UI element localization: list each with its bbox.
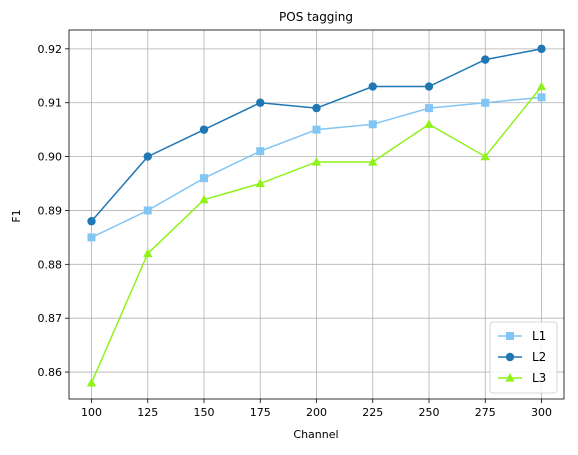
legend-label: L1: [532, 329, 546, 343]
legend-item: L2: [498, 350, 546, 364]
y-tick-label: 0.92: [38, 43, 63, 56]
chart-title: POS tagging: [279, 10, 353, 24]
x-tick-label: 200: [306, 406, 327, 419]
plot-frame: [68, 29, 565, 400]
y-tick-label: 0.91: [38, 97, 63, 110]
x-tick-label: 100: [81, 406, 102, 419]
axes: 100 125 150 175 200 225 250 275 300 0.86 0.87 0.88 0…: [38, 29, 565, 419]
y-tick-label: 0.88: [38, 258, 63, 271]
y-axis-label: F1: [10, 209, 23, 222]
data-point: [255, 178, 265, 188]
legend-label: L3: [532, 371, 546, 385]
data-point: [537, 44, 546, 54]
y-tick-label: 0.87: [38, 312, 63, 325]
data-point: [368, 120, 377, 129]
legend-marker: [505, 373, 515, 382]
x-tick-label: 300: [531, 406, 552, 419]
legend-item: L1: [498, 329, 546, 343]
data-point: [368, 156, 378, 166]
data-point: [87, 233, 96, 242]
legend-marker: [505, 352, 515, 362]
data-point: [199, 194, 209, 204]
x-tick-label: 175: [250, 406, 271, 419]
data-point: [424, 119, 434, 128]
data-point: [481, 55, 490, 64]
y-tick-label: 0.86: [38, 366, 63, 379]
data-point: [143, 152, 152, 161]
data-point: [368, 82, 377, 91]
data-point: [424, 82, 434, 91]
grid: [69, 30, 564, 399]
data-point: [537, 93, 546, 102]
data-point: [200, 174, 208, 183]
y-tick-label: 0.90: [38, 151, 63, 164]
data-point: [87, 217, 96, 226]
x-tick-label: 125: [137, 406, 158, 419]
legend-item: L3: [498, 371, 546, 385]
data-point: [143, 206, 152, 215]
data-point: [480, 151, 490, 161]
legend-marker: [506, 332, 514, 340]
data-point: [256, 147, 265, 156]
data-point: [143, 248, 153, 258]
data-point: [312, 103, 321, 113]
data-point: [425, 104, 433, 113]
legend: L1 L2 L3: [489, 321, 558, 394]
series-l2: [87, 44, 546, 226]
data-point: [199, 125, 209, 134]
y-tick-label: 0.89: [38, 204, 63, 217]
x-tick-label: 150: [194, 406, 215, 419]
legend-label: L2: [532, 350, 546, 364]
data-point: [481, 98, 490, 107]
data-point: [312, 125, 321, 134]
series-group: [86, 44, 547, 387]
series-l3: [86, 81, 547, 387]
x-tick-label: 250: [419, 406, 440, 419]
data-point: [256, 98, 265, 107]
x-tick-label: 275: [475, 406, 496, 419]
series-l1: [87, 93, 546, 242]
data-point: [311, 156, 322, 166]
x-axis-label: Channel: [293, 428, 338, 441]
x-tick-label: 225: [362, 406, 383, 419]
data-point: [536, 81, 547, 91]
data-point: [86, 377, 97, 387]
